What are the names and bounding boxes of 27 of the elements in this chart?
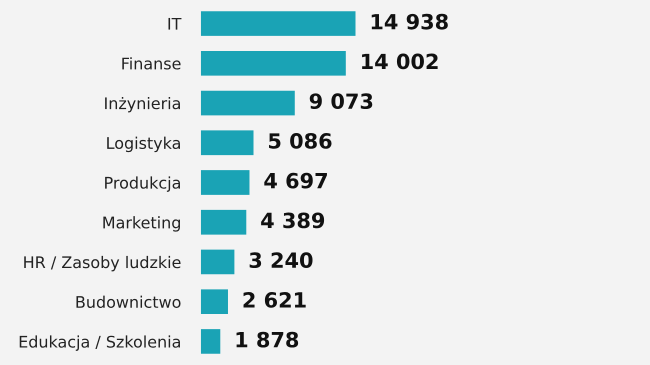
bar [200, 90, 295, 116]
y-tick-label: Finanse [122, 57, 181, 70]
bar [200, 130, 254, 156]
data-label: 4 389 [261, 212, 324, 228]
data-label: 1 878 [236, 332, 298, 348]
bar [200, 329, 220, 354]
y-tick-label: Budownictwo [76, 296, 181, 308]
y-tick-label: HR / Zasoby ludzkie [24, 256, 181, 272]
bar [200, 250, 234, 274]
bar [200, 11, 356, 36]
data-label: 3 240 [250, 252, 313, 268]
y-tick-label: Inżynieria [105, 96, 180, 112]
bar [200, 170, 250, 195]
data-label: 14 938 [372, 14, 448, 30]
data-label: 5 086 [269, 133, 332, 149]
bar [200, 50, 346, 76]
bar [200, 210, 246, 235]
y-tick-label: Edukacja / Szkolenia [20, 335, 180, 351]
y-tick-label: Logistyka [107, 136, 180, 152]
data-label: 14 002 [362, 54, 438, 70]
y-tick-label: Produkcja [105, 176, 180, 192]
y-tick-label: Marketing [103, 216, 180, 232]
data-label: 9 073 [310, 93, 372, 110]
y-tick-label: IT [168, 18, 182, 30]
data-label: 2 621 [244, 292, 306, 308]
data-label: 4 697 [264, 172, 327, 189]
bar [200, 289, 228, 314]
